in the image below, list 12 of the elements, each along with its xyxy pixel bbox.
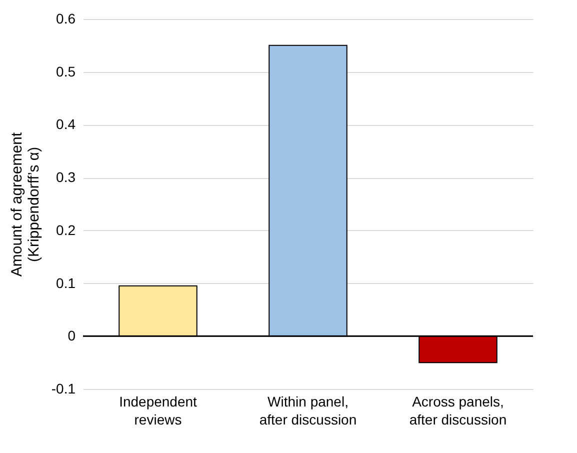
y-tick-label: -0.1 (51, 380, 76, 396)
x-tick-label: Across panels, after discussion (409, 394, 507, 428)
y-tick-label: 0.6 (56, 10, 76, 26)
y-tick-label: 0.3 (56, 169, 76, 186)
y-tick-label: 0.5 (56, 63, 76, 80)
y-axis-title: Amount of agreement (Krippendorff’s α) (8, 132, 42, 277)
x-tick-label: Independent reviews (119, 394, 198, 428)
y-tick-label: 0.4 (56, 116, 76, 132)
y-tick-label: 0.2 (56, 222, 76, 238)
y-tick-label: 0.1 (56, 274, 76, 291)
x-tick-label: Within panel, after discussion (259, 394, 357, 428)
y-tick-label: 0 (68, 328, 76, 344)
